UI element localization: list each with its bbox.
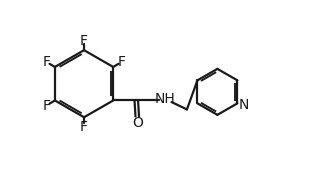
Text: F: F xyxy=(118,55,126,69)
Text: F: F xyxy=(42,55,50,69)
Text: NH: NH xyxy=(155,92,175,106)
Text: F: F xyxy=(80,120,88,134)
Text: F: F xyxy=(80,34,88,48)
Text: O: O xyxy=(132,116,143,130)
Text: F: F xyxy=(42,99,50,113)
Text: N: N xyxy=(239,98,249,112)
